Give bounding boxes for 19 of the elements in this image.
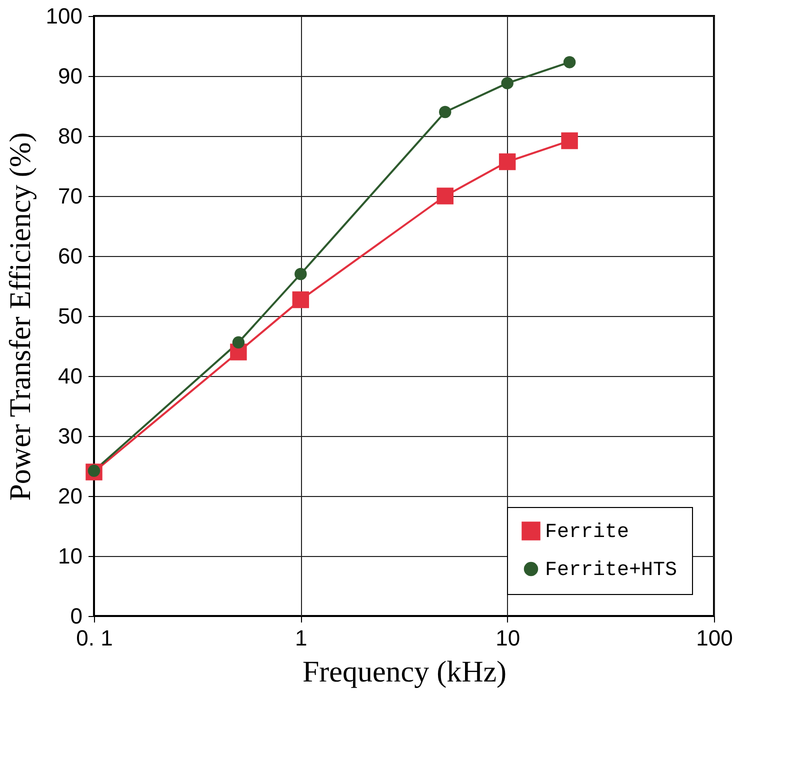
legend-label: Ferrite bbox=[545, 521, 630, 544]
x-tick-label: 100 bbox=[696, 626, 733, 650]
y-tick-label: 80 bbox=[58, 124, 82, 148]
x-tick-label: 10 bbox=[496, 626, 520, 650]
y-axis-title: Power Transfer Efficiency (%) bbox=[4, 132, 37, 501]
y-tick-label: 0 bbox=[70, 604, 82, 628]
y-tick-label: 40 bbox=[58, 364, 82, 388]
x-tick-label: 0. 1 bbox=[76, 626, 113, 650]
y-tick-label: 90 bbox=[58, 64, 82, 88]
y-tick-label: 70 bbox=[58, 184, 82, 208]
y-tick-label: 50 bbox=[58, 304, 82, 328]
y-tick-label: 100 bbox=[46, 4, 82, 28]
x-tick-label: 1 bbox=[295, 626, 308, 650]
y-tick-label: 30 bbox=[58, 424, 82, 448]
y-tick-label: 60 bbox=[58, 244, 82, 268]
y-tick-label: 20 bbox=[58, 484, 82, 508]
legend-label: Ferrite+HTS bbox=[545, 559, 678, 582]
x-axis-title: Frequency (kHz) bbox=[302, 656, 507, 688]
y-tick-label: 10 bbox=[58, 544, 82, 568]
